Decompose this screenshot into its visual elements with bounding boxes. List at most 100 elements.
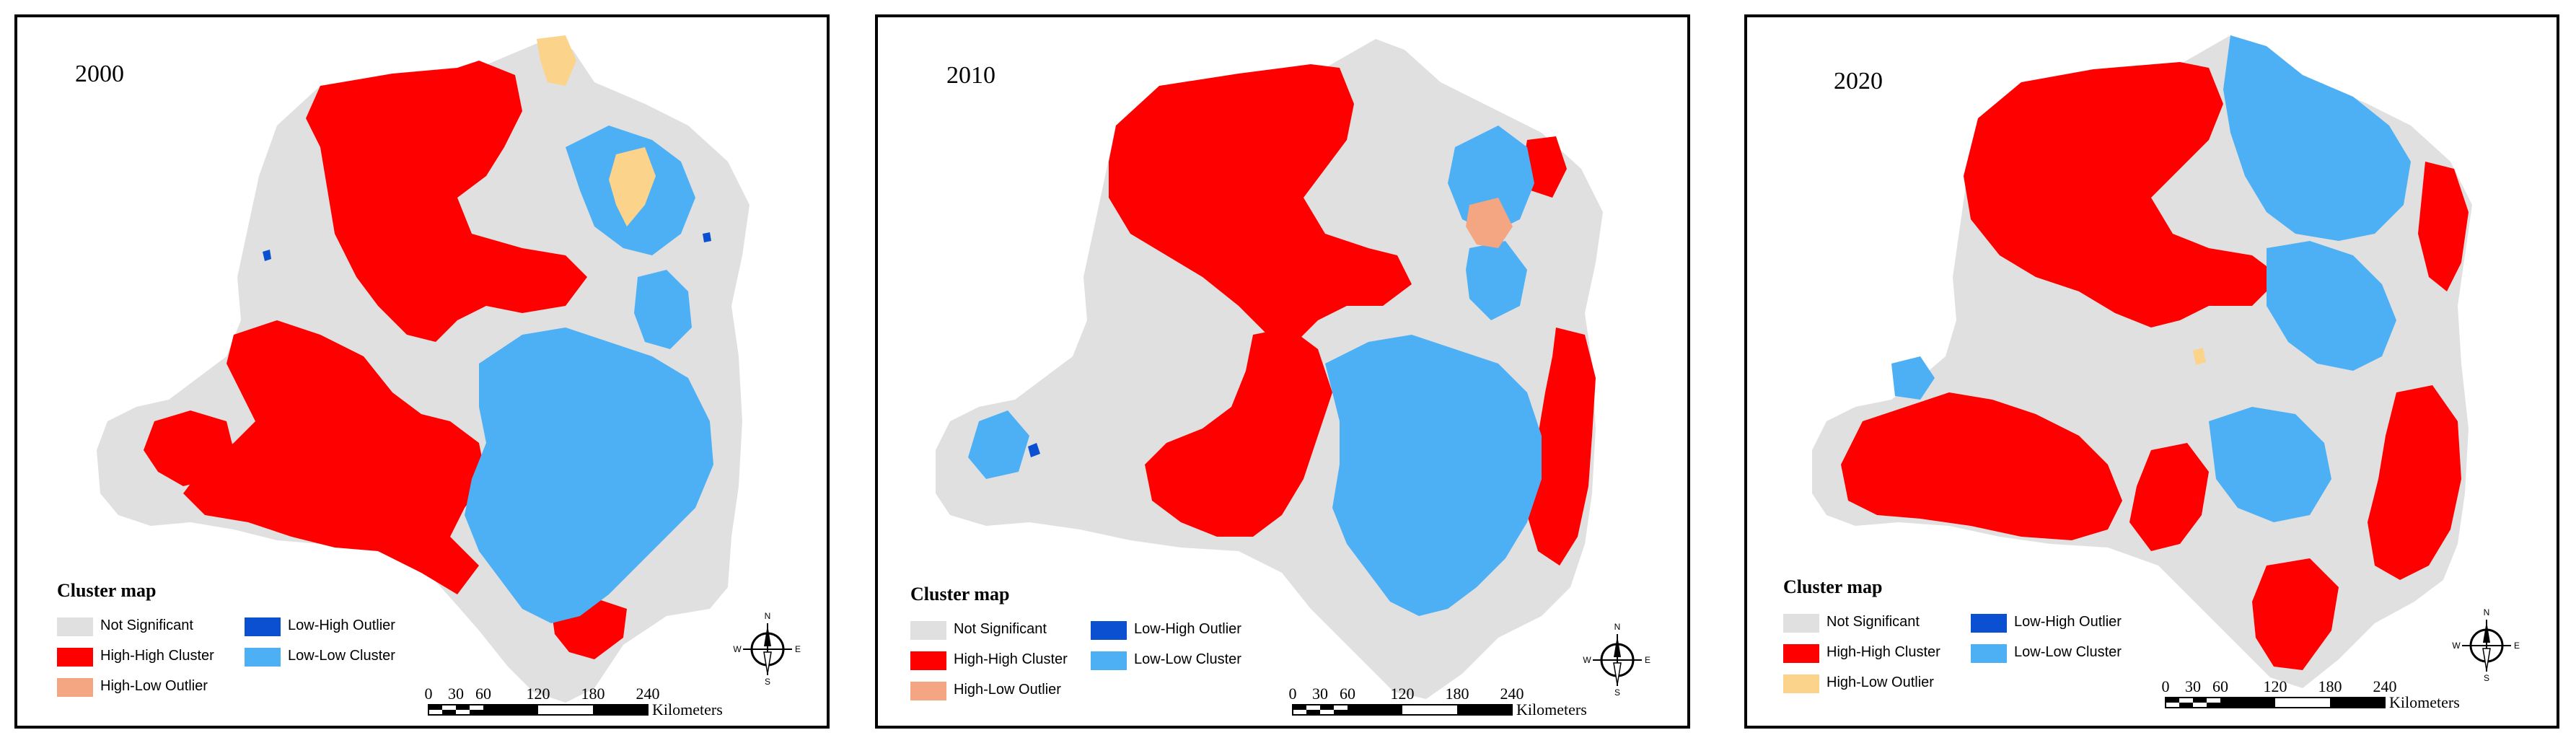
legend: Cluster map Not Significant High-High Cl… — [910, 584, 1314, 726]
legend-label: High-Low Outlier — [100, 678, 208, 694]
region-high-high-north — [1109, 64, 1412, 342]
region-high-high-north — [306, 61, 587, 342]
compass-n: N — [2484, 607, 2490, 617]
region-low-low-east — [634, 270, 692, 349]
legend-swatch — [1783, 674, 1819, 693]
compass-e: E — [1645, 655, 1650, 665]
legend-label: Low-High Outlier — [288, 617, 395, 633]
legend-label: Low-High Outlier — [1134, 621, 1241, 637]
region-low-low-north — [2223, 35, 2411, 241]
map-panel-2010: 2010 Cluster map Not Significant High-Hi… — [875, 14, 1690, 729]
region-high-high-southwest — [144, 410, 234, 486]
legend-title: Cluster map — [57, 580, 157, 601]
compass-s: S — [1614, 687, 1620, 698]
scale-tick-0: 0 — [2162, 677, 2170, 695]
legend-label: Not Significant — [1827, 614, 1920, 630]
scale-unit: Kilometers — [1516, 700, 1587, 718]
compass-e: E — [795, 644, 801, 654]
scale-tick-0: 0 — [425, 685, 433, 703]
scale-tick-120: 120 — [527, 685, 550, 703]
legend-label: High-High Cluster — [100, 648, 214, 664]
scale-tick-240: 240 — [1500, 685, 1524, 703]
region-high-high-southwest — [1841, 392, 2122, 540]
compass-w: W — [1583, 655, 1591, 665]
legend-title: Cluster map — [910, 584, 1010, 604]
cluster-map-2010 — [936, 39, 1603, 699]
scale-bar: 0 30 60 120 180 240 Kilometers — [2162, 677, 2460, 711]
legend-label: Not Significant — [954, 621, 1047, 637]
scale-tick-30: 30 — [448, 685, 464, 703]
region-low-low-center — [2267, 241, 2396, 371]
legend-swatch — [910, 682, 946, 700]
scale-tick-30: 30 — [1312, 685, 1328, 703]
map-year-label: 2010 — [946, 62, 995, 89]
scale-bar: 0 30 60 120 180 240 Kilometers — [1289, 685, 1587, 718]
legend-swatch — [1783, 644, 1819, 663]
map-year-label: 2020 — [1834, 68, 1883, 94]
compass-w: W — [733, 644, 742, 654]
region-high-high-southeast — [2368, 385, 2461, 580]
cluster-map-2020 — [1812, 35, 2472, 688]
legend-label: High-High Cluster — [1827, 644, 1940, 660]
scale-tick-0: 0 — [1289, 685, 1297, 703]
region-low-high-outlier-b — [703, 232, 711, 242]
region-high-low-outlier — [1466, 198, 1513, 248]
scale-tick-30: 30 — [2185, 677, 2201, 695]
region-high-high-center — [2129, 443, 2209, 551]
scale-tick-180: 180 — [2318, 677, 2342, 695]
scale-bar: 0 30 60 120 180 240 Kilometers — [425, 685, 723, 718]
scale-unit: Kilometers — [2389, 693, 2460, 711]
north-arrow-compass: N S W E — [2452, 607, 2520, 683]
compass-e: E — [2514, 641, 2520, 651]
legend-swatch — [57, 678, 93, 697]
map-panel-2020: 2020 Cluster map Not Significant High-Hi… — [1744, 14, 2559, 729]
scale-tick-60: 60 — [1340, 685, 1355, 703]
region-low-high-outlier — [1028, 443, 1040, 457]
legend-swatch — [1971, 614, 2007, 633]
region-high-high-center — [1145, 327, 1332, 537]
legend-swatch — [57, 617, 93, 636]
legend-label: High-Low Outlier — [1827, 674, 1934, 690]
compass-n: N — [765, 611, 771, 621]
scale-tick-120: 120 — [1391, 685, 1415, 703]
legend-label: Low-Low Cluster — [288, 648, 395, 664]
legend-title: Cluster map — [1783, 576, 1883, 597]
region-low-low-east — [1466, 241, 1527, 320]
scale-tick-60: 60 — [2212, 677, 2228, 695]
legend-label: Low-High Outlier — [2014, 614, 2122, 630]
legend-swatch — [1971, 644, 2007, 663]
north-arrow-compass: N S W E — [733, 611, 801, 687]
region-high-high-east — [1527, 327, 1596, 566]
region-high-high-west — [183, 320, 486, 594]
region-high-high-south — [2252, 558, 2339, 670]
region-low-low-southwest — [968, 410, 1029, 479]
legend-swatch — [245, 617, 281, 636]
region-high-high-north — [1964, 62, 2281, 327]
region-low-low-center — [1325, 335, 1542, 616]
region-low-low-center — [465, 327, 713, 623]
compass-w: W — [2452, 641, 2461, 651]
legend-swatch — [1783, 614, 1819, 633]
legend-swatch — [245, 648, 281, 667]
legend-swatch — [910, 651, 946, 670]
cluster-map-2000 — [97, 35, 749, 703]
region-high-low-outlier-north — [537, 35, 576, 86]
region-high-high-east — [2418, 162, 2469, 291]
scale-tick-240: 240 — [636, 685, 660, 703]
legend-label: High-High Cluster — [954, 651, 1068, 667]
region-low-high-outlier-a — [263, 250, 271, 261]
region-low-low-west — [1891, 356, 1935, 400]
legend-label: Not Significant — [100, 617, 193, 633]
region-high-low-outlier-northeast — [609, 147, 656, 227]
region-high-high-east-north — [1524, 136, 1567, 198]
scale-tick-180: 180 — [581, 685, 605, 703]
legend: Cluster map Not Significant High-High Cl… — [1783, 576, 2187, 721]
legend-swatch — [57, 648, 93, 667]
legend-label: Low-Low Cluster — [2014, 644, 2122, 660]
scale-tick-240: 240 — [2373, 677, 2397, 695]
legend-label: High-Low Outlier — [954, 682, 1061, 698]
scale-unit: Kilometers — [652, 700, 723, 718]
scale-tick-180: 180 — [1446, 685, 1469, 703]
region-yellow-outlier — [2193, 348, 2206, 365]
compass-n: N — [1614, 622, 1621, 632]
